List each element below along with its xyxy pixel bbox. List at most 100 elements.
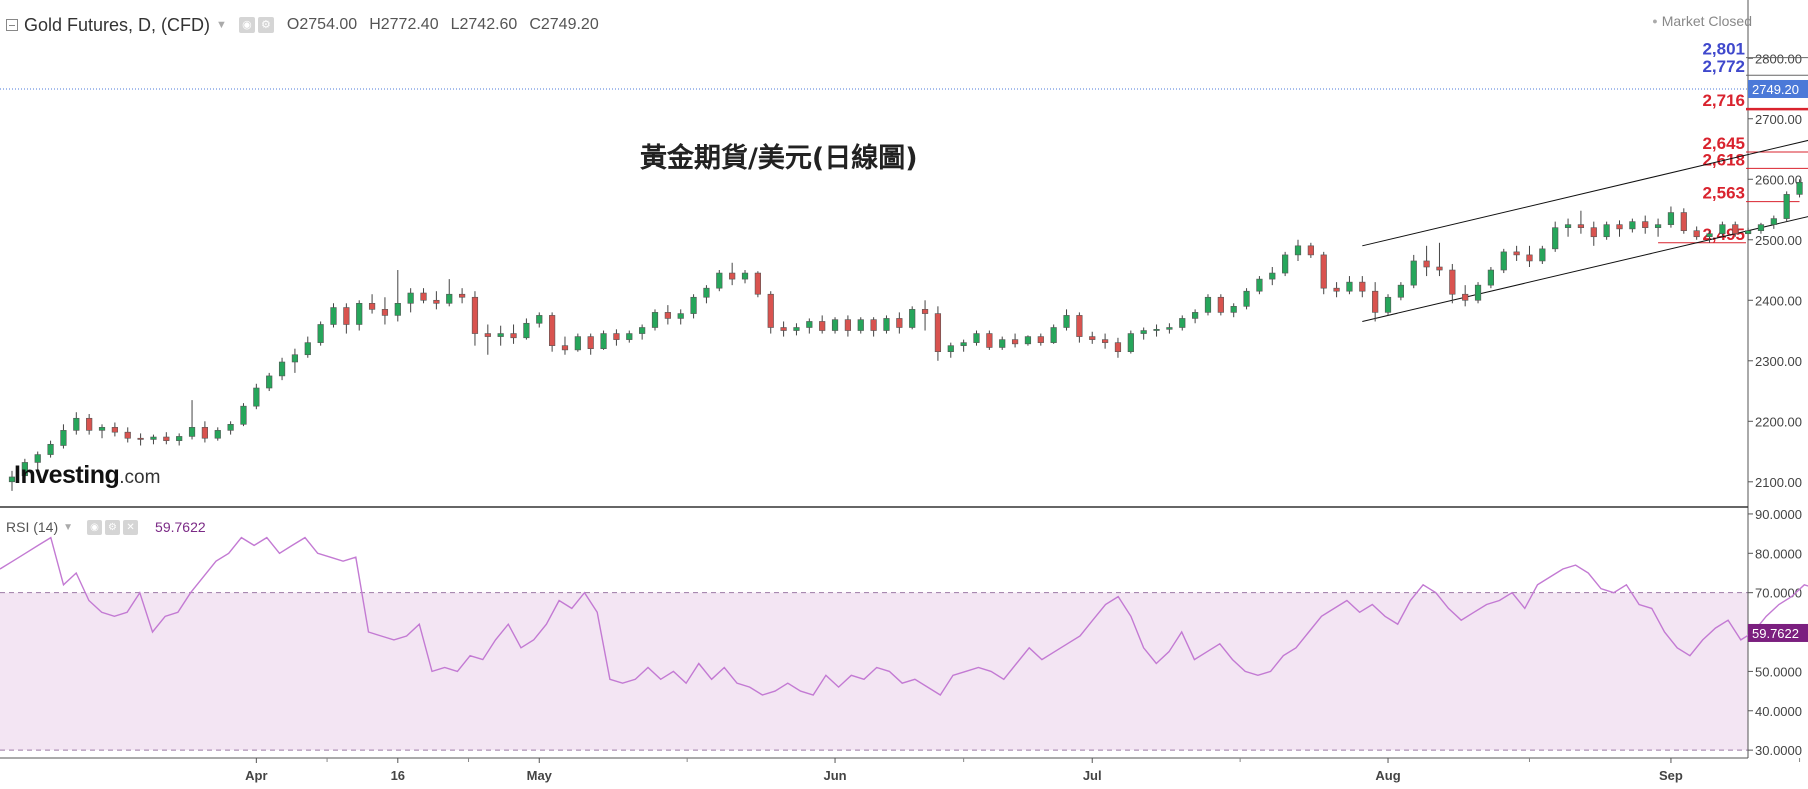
candle (1500, 248, 1507, 274)
candle-body (1719, 224, 1726, 235)
time-tick-label: Apr (245, 768, 267, 783)
candle (278, 357, 286, 381)
candle (947, 342, 954, 358)
candle-body (1320, 254, 1327, 289)
candle-body (844, 319, 851, 331)
candle (806, 318, 813, 334)
candle (1230, 303, 1237, 318)
candle (690, 294, 697, 319)
candle (1153, 324, 1160, 337)
candle-body (741, 272, 749, 280)
candle (921, 300, 929, 331)
candle (150, 434, 157, 445)
candle-body (1770, 218, 1777, 225)
rsi-tick-label: 80.0000 (1755, 546, 1802, 561)
candle (458, 288, 466, 304)
candle-body (1372, 290, 1379, 313)
rsi-last-tag-label: 59.7622 (1752, 626, 1799, 641)
candle (780, 321, 787, 337)
candle (1346, 276, 1353, 295)
candle-body (1526, 254, 1533, 262)
candle (1294, 239, 1302, 261)
close-icon[interactable]: ✕ (123, 519, 139, 535)
rsi-value: 59.7622 (155, 519, 206, 535)
candle-body (536, 315, 543, 324)
candle-body (754, 272, 761, 295)
rsi-tick-label: 30.0000 (1755, 743, 1802, 758)
candle (1719, 221, 1726, 237)
rsi-label[interactable]: RSI (14) (6, 519, 59, 535)
candle (574, 333, 581, 352)
candle-body (600, 333, 607, 349)
candle-body (98, 427, 106, 431)
candle (1564, 218, 1572, 237)
candle (291, 348, 299, 373)
candle-body (291, 354, 299, 363)
candle-body (960, 342, 967, 346)
candle (716, 270, 723, 292)
candle-body (1783, 194, 1790, 219)
candle-body (407, 292, 414, 304)
candle (317, 321, 324, 346)
candle-body (986, 333, 993, 348)
logo-main: Investing (14, 461, 120, 489)
candle-body (343, 307, 350, 325)
candle-body (1745, 230, 1752, 235)
candle-body (1307, 245, 1314, 256)
eye-icon[interactable]: ◉ (87, 519, 103, 535)
collapse-icon[interactable] (6, 19, 18, 31)
price-tick-label: 2600.00 (1755, 172, 1802, 187)
candle (1269, 267, 1276, 286)
candle-body (124, 431, 131, 439)
candle (163, 432, 170, 445)
candle (664, 305, 671, 325)
candle (1732, 221, 1739, 237)
candle (1037, 333, 1044, 346)
candle (973, 330, 980, 346)
candle (793, 323, 800, 336)
candle-body (1384, 296, 1392, 313)
candle (266, 372, 273, 392)
candle-body (1166, 327, 1173, 330)
candle (561, 336, 569, 355)
candle (1487, 267, 1494, 289)
candle-body (433, 299, 440, 304)
candle-body (1230, 306, 1237, 313)
chevron-down-icon[interactable]: ▼ (63, 521, 74, 533)
candle (896, 312, 903, 334)
candle-body (60, 430, 67, 446)
candle (870, 317, 877, 337)
candle-body (420, 292, 427, 301)
candle (214, 427, 221, 441)
candle (1642, 215, 1649, 234)
candle (240, 403, 247, 427)
eye-icon[interactable]: ◉ (238, 17, 255, 33)
candle-body (317, 324, 324, 343)
candle (677, 309, 684, 325)
candle (1603, 221, 1610, 240)
candle-body (1037, 336, 1044, 343)
candle-body (651, 312, 659, 328)
candle (1140, 327, 1147, 340)
candle-body (1539, 248, 1546, 262)
candle (1359, 276, 1366, 298)
candle (86, 414, 93, 435)
candle-body (484, 333, 491, 337)
candle-body (1153, 329, 1160, 331)
symbol-title[interactable]: Gold Futures, D, (CFD) (24, 14, 211, 35)
candle (1577, 210, 1585, 234)
candle-body (1243, 290, 1250, 307)
time-tick-label: 16 (391, 768, 405, 783)
chevron-down-icon[interactable]: ▼ (216, 19, 227, 31)
candle (1770, 215, 1777, 229)
candle-body (201, 427, 209, 439)
candle (857, 317, 864, 334)
ohlc-values: O2754.00 H2772.40 L2742.60 C2749.20 (287, 16, 599, 34)
last-price-tag-label: 2749.20 (1752, 82, 1799, 97)
gear-icon[interactable]: ⚙ (105, 519, 121, 535)
candle-body (368, 303, 376, 310)
candle-body (909, 309, 916, 328)
channel-lower-line (1362, 216, 1808, 322)
gear-icon[interactable]: ⚙ (257, 17, 274, 33)
candle (1552, 221, 1559, 252)
